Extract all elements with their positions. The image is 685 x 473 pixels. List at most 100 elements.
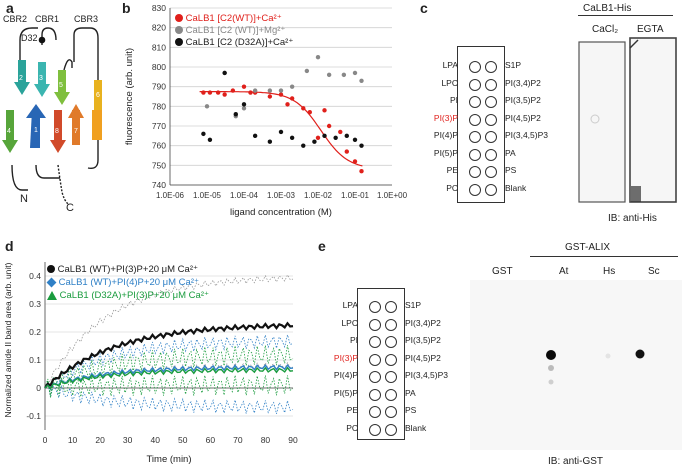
data-point: [252, 133, 258, 139]
lipid-label-pi4p: PI(4)P: [333, 370, 358, 380]
cbr1-label: CBR1: [35, 14, 60, 24]
x-axis-label: Time (min): [146, 454, 191, 465]
lipid-label-pi45p2: PI(4,5)P2: [405, 352, 441, 363]
y-tick-label: 770: [152, 121, 166, 131]
data-point: [201, 131, 206, 137]
data-point: [241, 102, 247, 107]
lipid-spot: [485, 166, 497, 178]
y-tick-label: 810: [152, 42, 166, 52]
lipid-spot: [469, 78, 481, 91]
strand-number-6: 6: [96, 92, 100, 99]
lipid-label-lpa: LPA: [442, 60, 458, 70]
data-point: [233, 112, 238, 117]
lane-cacl2: CaCl₂: [592, 24, 619, 35]
data-point: [301, 106, 306, 111]
legend-text: CaLB1 [C2(WT)]+Ca²⁺: [185, 13, 282, 24]
lipid-spot: [369, 353, 381, 366]
confidence-band: [44, 274, 294, 389]
legend-text: CaLB1 (WT)+PI(3)P+20 μM Ca²⁺: [57, 264, 198, 275]
x-tick-label: 70: [233, 435, 243, 445]
strand-6b: [92, 110, 102, 140]
lipid-spot: [469, 113, 481, 126]
data-point: [359, 143, 364, 148]
legend-b-wt-mg: CaLB1 [C2 (WT)]+Mg²⁺: [175, 25, 285, 36]
strand-5: [54, 70, 70, 105]
x-tick-label: 50: [178, 435, 188, 445]
lipid-spot: [485, 78, 497, 91]
data-point: [307, 110, 312, 115]
confidence-band: [44, 361, 294, 391]
data-point: [315, 135, 321, 140]
data-point: [207, 90, 213, 95]
lipid-label-pc: PC: [346, 422, 358, 433]
legend-marker: [175, 14, 183, 23]
lipid-spot: [469, 96, 481, 108]
y-tick-label: 820: [152, 23, 166, 33]
legend-d-d32a-pi3p: CaLB1 (D32A)+PI(3)P+20 μM Ca²⁺: [47, 290, 209, 301]
series-line: [44, 366, 294, 390]
series-line: [44, 321, 294, 389]
panel-a-label: a: [6, 0, 14, 16]
lipid-label-pi35p2: PI(3,5)P2: [405, 335, 441, 345]
lipid-strip-c: [457, 46, 505, 203]
strand-1: [30, 110, 40, 148]
strand-3: [34, 62, 50, 97]
x-tick-label: 1.0E-06: [156, 191, 185, 200]
data-point: [241, 106, 247, 111]
lipid-spot: [485, 61, 497, 73]
lipid-label-pi345p3: PI(3,4,5)P3: [405, 370, 448, 380]
data-point: [252, 88, 258, 93]
lipid-spot: [369, 371, 381, 383]
lipid-label-pi5p: PI(5)P: [333, 387, 358, 398]
panel-d-label: d: [5, 238, 14, 254]
lipid-spot: [385, 423, 397, 436]
lipid-label-pi35p2: PI(3,5)P2: [505, 95, 541, 105]
data-point: [204, 104, 210, 109]
strand-number-8: 8: [55, 128, 59, 135]
data-point: [304, 68, 310, 74]
x-tick-label: 20: [95, 435, 105, 445]
data-point: [222, 70, 227, 76]
confidence-band: [44, 375, 294, 398]
lipid-label-blank: Blank: [405, 422, 427, 433]
y-tick-label: 0.3: [29, 299, 41, 309]
y-axis-label: fluorescence (arb. unit): [124, 48, 135, 145]
strand-number-4: 4: [7, 128, 11, 135]
lipid-label-pc: PC: [446, 182, 458, 193]
data-point: [267, 139, 273, 144]
legend-text: CaLB1 [C2 (WT)]+Mg²⁺: [185, 25, 286, 36]
legend-b-wt-ca: CaLB1 [C2(WT)]+Ca²⁺: [175, 13, 282, 24]
d32-marker: [38, 36, 46, 44]
n-terminus-label: N: [20, 193, 28, 205]
data-point: [201, 90, 206, 95]
strand-1-head: [26, 104, 46, 118]
y-tick-label: 790: [152, 82, 166, 92]
lipid-spot: [385, 388, 397, 401]
y-tick-label: 830: [152, 3, 166, 13]
data-point: [326, 72, 332, 78]
lipid-label-pi3p: PI(3)P: [433, 112, 458, 123]
cbr2-label: CBR2: [3, 14, 28, 24]
lipid-spot: [385, 318, 397, 331]
lipid-spot: [485, 131, 497, 143]
y-tick-label: 740: [152, 180, 166, 190]
x-tick-label: 1.0E-01: [341, 191, 370, 200]
panel-c-label: c: [420, 0, 428, 16]
data-point: [333, 135, 338, 140]
legend-marker: [175, 26, 183, 35]
x-tick-label: 0: [43, 435, 48, 445]
data-point: [278, 129, 284, 135]
lipid-label-lpc: LPC: [341, 317, 358, 328]
data-point: [278, 92, 284, 97]
lipid-label-pe: PE: [446, 165, 458, 175]
strand-number-1: 1: [34, 127, 38, 134]
data-point: [278, 88, 284, 93]
lipid-spot: [369, 423, 381, 436]
data-point: [285, 102, 290, 107]
data-point: [344, 149, 349, 154]
data-point: [215, 90, 221, 95]
x-tick-label: 1.0E-02: [304, 191, 333, 200]
data-point: [312, 139, 317, 144]
blot-e-image: [470, 280, 682, 450]
lipid-label-pi5p: PI(5)P: [433, 147, 458, 158]
